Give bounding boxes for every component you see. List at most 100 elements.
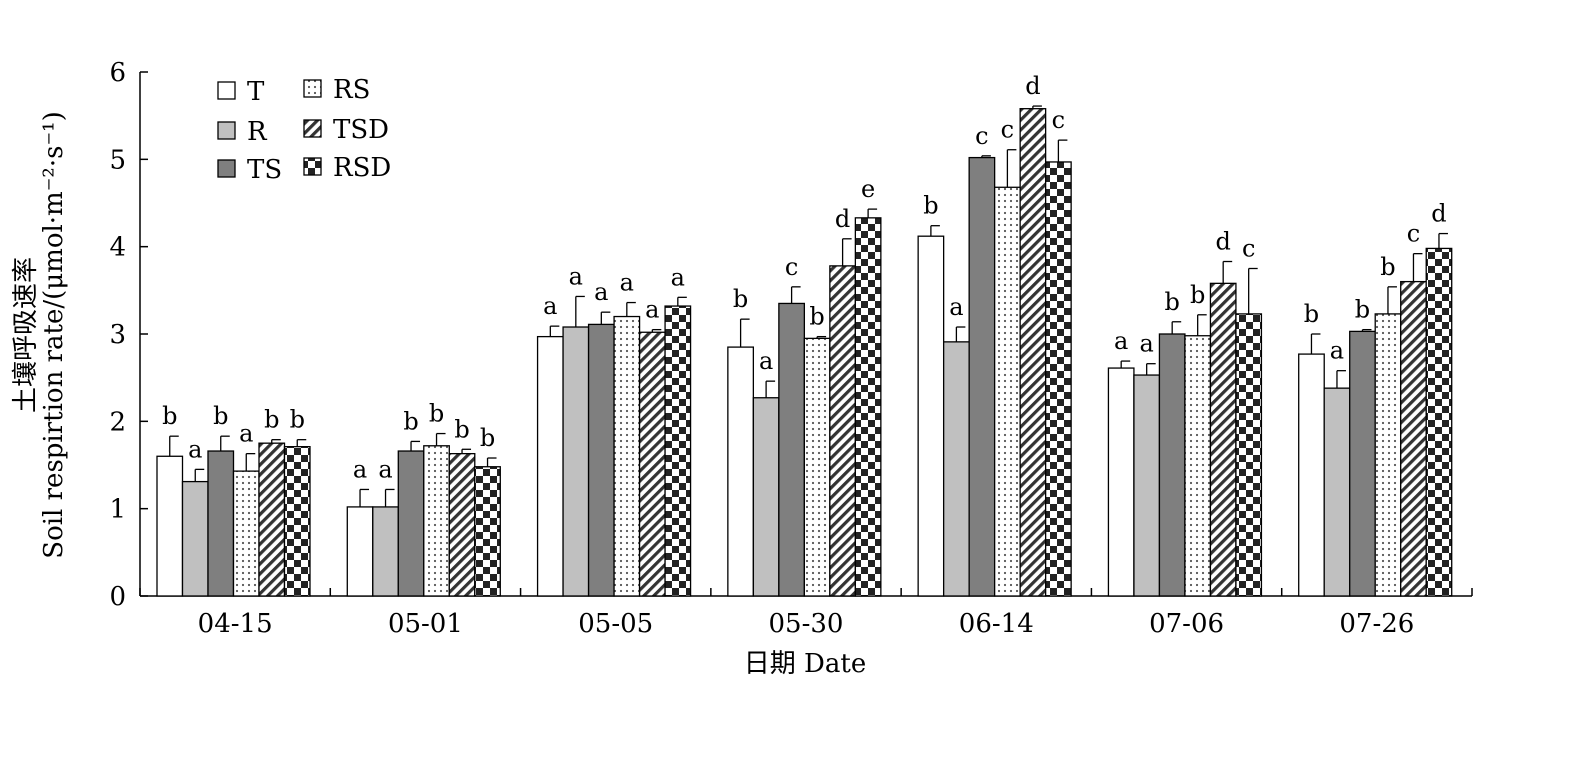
legend-swatch-RS — [303, 79, 322, 98]
significance-letter: a — [239, 420, 253, 448]
significance-letter: b — [1380, 253, 1395, 281]
significance-letter: b — [1190, 281, 1205, 309]
y-axis-title-en: Soil respirtion rate/(μmol·m⁻²·s⁻¹) — [39, 111, 69, 558]
x-tick-label: 05-30 — [769, 609, 844, 639]
significance-letter: b — [733, 285, 748, 313]
bar-RS-07-26 — [1374, 313, 1402, 597]
bar-RSD-05-01 — [474, 466, 501, 597]
bar-TSD-06-14 — [1019, 108, 1047, 597]
significance-letter: e — [861, 175, 875, 203]
y-tick-label: 4 — [109, 233, 126, 263]
significance-letter: d — [1025, 72, 1040, 100]
y-tick-label: 3 — [109, 320, 126, 350]
bar-T-06-14 — [917, 235, 945, 597]
x-tick-label: 07-26 — [1339, 609, 1414, 639]
bar-TS-07-26 — [1349, 330, 1376, 597]
bar-TS-05-01 — [397, 450, 425, 597]
significance-letter: b — [809, 303, 824, 331]
x-tick-label: 07-06 — [1149, 609, 1224, 639]
legend-label-TSD: TSD — [333, 115, 389, 145]
bars — [156, 105, 1453, 597]
significance-letter: a — [671, 263, 685, 291]
bar-RS-05-01 — [423, 445, 450, 597]
significance-letter: b — [1355, 296, 1370, 324]
bar-T-05-01 — [346, 506, 374, 597]
significance-letter: b — [290, 406, 305, 434]
bar-TS-06-14 — [968, 156, 996, 597]
y-tick-label: 1 — [109, 495, 126, 525]
significance-letter: b — [923, 192, 938, 220]
bar-RS-06-14 — [993, 186, 1021, 597]
bar-T-04-15 — [156, 455, 184, 597]
bar-RS-07-06 — [1184, 335, 1212, 597]
bar-RSD-04-15 — [283, 446, 311, 597]
bar-TS-04-15 — [207, 450, 235, 597]
significance-letter: b — [1304, 300, 1319, 328]
bar-TS-05-30 — [778, 302, 806, 597]
bar-T-05-30 — [727, 346, 755, 597]
bar-R-06-14 — [942, 341, 970, 597]
bar-RS-05-30 — [803, 337, 831, 597]
significance-letter: d — [1215, 228, 1230, 256]
legend-swatch-T — [217, 81, 236, 100]
significance-letter: c — [1052, 106, 1065, 134]
bar-RSD-05-30 — [854, 217, 882, 597]
significance-letter: c — [1242, 235, 1255, 263]
x-tick-label: 04-15 — [198, 609, 273, 639]
legend-swatch-R — [217, 121, 236, 140]
legend-label-T: T — [247, 77, 265, 107]
bar-R-05-01 — [372, 506, 399, 597]
bar-TSD-04-15 — [258, 442, 286, 597]
y-tick-label: 5 — [109, 145, 126, 175]
significance-letter: b — [162, 402, 177, 430]
significance-letter: d — [835, 205, 850, 233]
bar-R-07-06 — [1133, 374, 1161, 597]
legend-label-TS: TS — [247, 155, 282, 185]
significance-letter: a — [594, 278, 608, 306]
bar-TSD-05-05 — [638, 331, 666, 597]
significance-letter: a — [645, 296, 659, 324]
significance-letter: b — [213, 402, 228, 430]
bar-RSD-07-06 — [1235, 313, 1263, 597]
bar-T-07-26 — [1298, 353, 1325, 597]
legend-label-RSD: RSD — [333, 153, 391, 183]
bar-TS-05-05 — [587, 323, 615, 597]
bar-RS-05-05 — [613, 315, 641, 597]
significance-letter: a — [1330, 337, 1344, 365]
significance-letter: b — [403, 407, 418, 435]
significance-letter: b — [429, 400, 444, 428]
significance-letter: c — [1001, 116, 1014, 144]
x-tick-label: 06-14 — [959, 609, 1034, 639]
significance-letter: a — [188, 435, 202, 463]
bar-RS-04-15 — [232, 470, 260, 597]
significance-letter: a — [949, 293, 963, 321]
bar-TSD-07-06 — [1209, 282, 1237, 597]
bar-R-05-05 — [562, 326, 590, 597]
significance-letter: c — [975, 122, 988, 150]
x-tick-label: 05-05 — [578, 609, 653, 639]
legend-swatch-RSD — [303, 157, 322, 176]
bar-TSD-05-01 — [448, 452, 476, 597]
significance-letter: b — [1164, 288, 1179, 316]
bar-T-05-05 — [536, 335, 564, 597]
significance-letter: c — [1407, 220, 1420, 248]
x-axis-title: 日期 Date — [744, 649, 866, 679]
bar-TSD-07-26 — [1400, 280, 1427, 597]
bar-TSD-05-30 — [829, 265, 857, 597]
legend-label-R: R — [247, 117, 268, 147]
significance-letter: a — [378, 455, 392, 483]
axes: 0 1 2 3 4 5 6 04-15 05-01 05-05 05-30 06-14 07-06 07-… — [109, 58, 1473, 639]
significance-letter: a — [759, 347, 773, 375]
bar-R-07-26 — [1323, 387, 1351, 597]
bar-RSD-06-14 — [1044, 161, 1072, 597]
significance-letter: b — [454, 415, 469, 443]
bar-RSD-05-05 — [664, 305, 692, 597]
legend-swatch-TS — [217, 159, 236, 178]
legend: TR TS RS TSD RSD — [217, 75, 391, 185]
significance-letter: b — [264, 406, 279, 434]
bar-TS-07-06 — [1158, 333, 1186, 597]
significance-letter: a — [543, 292, 557, 320]
legend-label-RS: RS — [333, 75, 370, 105]
